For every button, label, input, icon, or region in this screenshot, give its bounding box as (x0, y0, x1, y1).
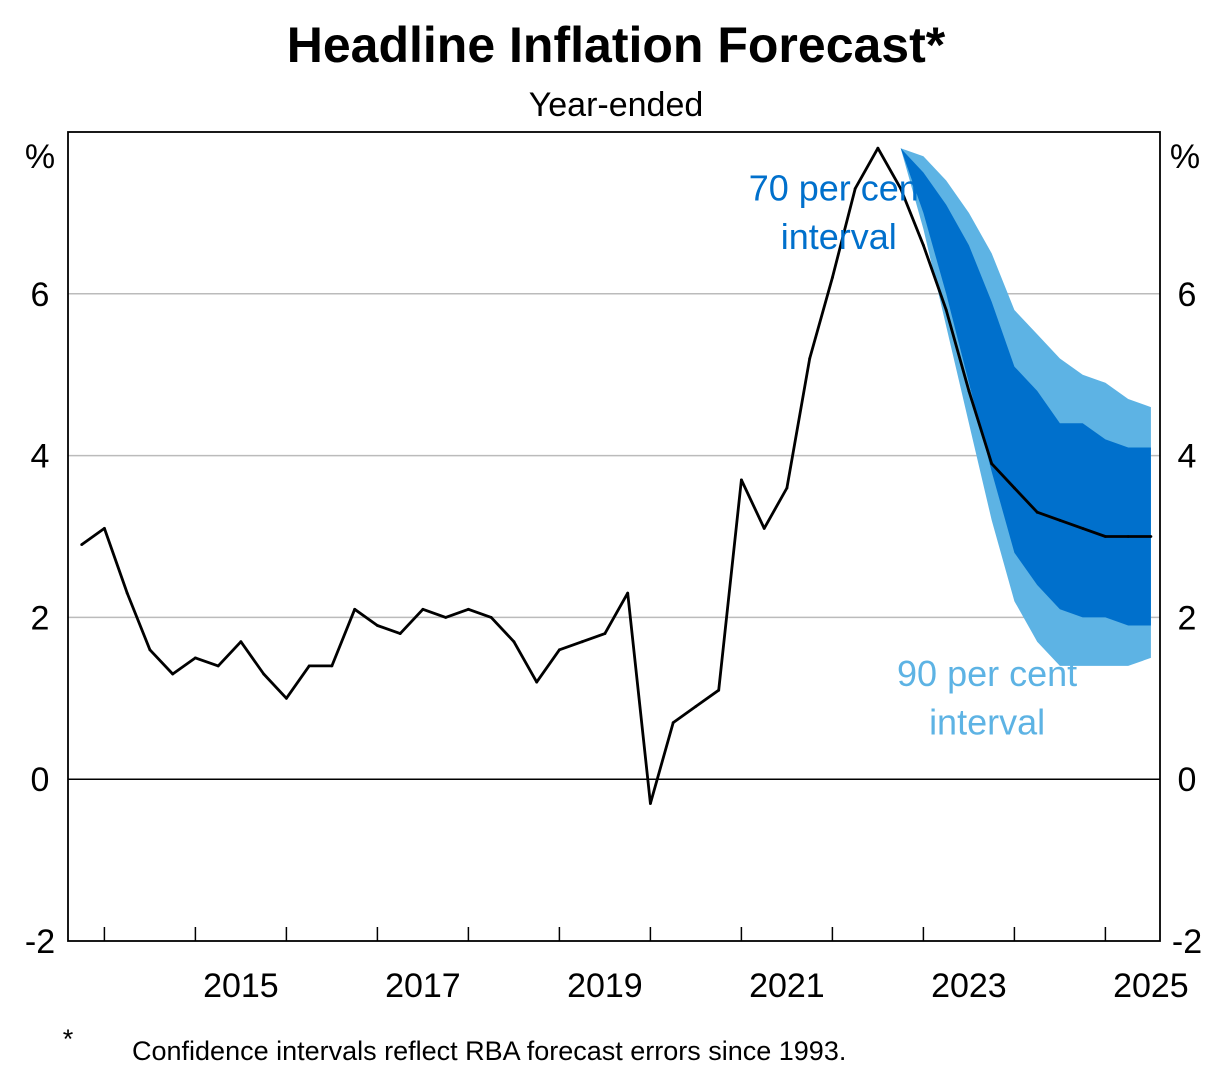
data-point (626, 591, 630, 595)
data-point (990, 462, 994, 466)
data-point (876, 146, 880, 150)
inflation-line-layer (80, 146, 1153, 805)
data-point (285, 696, 288, 700)
data-point (376, 624, 379, 627)
data-point (1058, 518, 1062, 522)
data-point (558, 648, 561, 652)
plot-border (67, 131, 1161, 942)
data-point (1104, 535, 1107, 538)
data-point (239, 640, 243, 644)
y-tick-label-left: 0 (31, 761, 50, 799)
data-point (125, 591, 129, 595)
data-point (853, 187, 857, 191)
ann90-line-2: interval (929, 702, 1045, 743)
x-tick-label: 2023 (931, 967, 1007, 1005)
footnote-mark: * (63, 1024, 74, 1054)
axis-ticks: -2 -2 0 0 2 2 4 4 6 6 2015 2017 2019 2021 2023 2025 (25, 276, 1202, 1005)
data-point (535, 680, 539, 684)
data-point (489, 616, 493, 619)
data-point (194, 656, 197, 660)
data-point (580, 640, 584, 644)
data-point (649, 802, 652, 805)
data-point (740, 478, 743, 482)
data-point (1081, 527, 1085, 530)
data-point (785, 486, 789, 490)
y-tick-label-right: 0 (1178, 761, 1197, 799)
data-point (1035, 510, 1039, 514)
x-tick-label: 2021 (749, 967, 825, 1005)
chart-title: Headline Inflation Forecast* (287, 17, 946, 73)
data-point (148, 648, 152, 652)
y-tick-label-right: -2 (1172, 923, 1202, 961)
data-point (922, 243, 925, 247)
data-point (307, 664, 311, 668)
x-tick-label: 2015 (203, 967, 279, 1005)
data-point (216, 664, 220, 668)
data-point (103, 527, 106, 530)
inflation-line (80, 146, 1151, 805)
data-point (762, 527, 766, 530)
data-point (330, 664, 334, 668)
data-point (808, 357, 812, 360)
y-tick-label-right: 6 (1178, 276, 1197, 314)
data-point (603, 632, 607, 635)
data-point (80, 543, 84, 546)
ann90-line-1: 90 per cent (897, 653, 1077, 694)
data-point (467, 607, 470, 611)
x-tick-label: 2017 (385, 967, 461, 1005)
footnote-text: Confidence intervals reflect RBA forecas… (132, 1036, 846, 1066)
x-tick-label: 2019 (567, 967, 643, 1005)
plot-frame (67, 131, 1161, 942)
data-point (899, 187, 903, 191)
data-point (262, 672, 266, 676)
ann70-line-2: interval (781, 216, 897, 257)
y-unit-left: % (25, 138, 55, 176)
ann70-line-1: 70 per cent (749, 168, 929, 209)
data-point (444, 616, 448, 619)
data-point (1149, 535, 1153, 538)
data-point (421, 607, 425, 611)
data-point (398, 632, 402, 635)
data-point (1013, 486, 1016, 490)
data-point (831, 276, 834, 279)
chart-subtitle: Year-ended (529, 86, 704, 124)
y-unit-right: % (1170, 138, 1200, 176)
data-point (967, 389, 971, 393)
data-point (512, 640, 516, 644)
y-tick-label-right: 4 (1178, 438, 1197, 476)
data-point (944, 308, 948, 312)
y-tick-label-left: 6 (31, 276, 50, 314)
y-tick-label-right: 2 (1178, 599, 1197, 637)
data-point (353, 607, 357, 611)
data-point (694, 705, 698, 708)
y-tick-label-left: 2 (31, 599, 50, 637)
data-point (717, 688, 721, 692)
band-70-per-cent (900, 148, 1151, 626)
data-point (171, 672, 175, 676)
x-tick-label: 2025 (1113, 967, 1189, 1005)
y-tick-label-left: -2 (25, 923, 55, 961)
data-point (1126, 535, 1130, 538)
interval-bands (900, 148, 1151, 666)
data-point (671, 721, 675, 724)
y-tick-label-left: 4 (31, 438, 50, 476)
band-annotations: 70 per cent interval 90 per cent interval (749, 168, 1077, 743)
